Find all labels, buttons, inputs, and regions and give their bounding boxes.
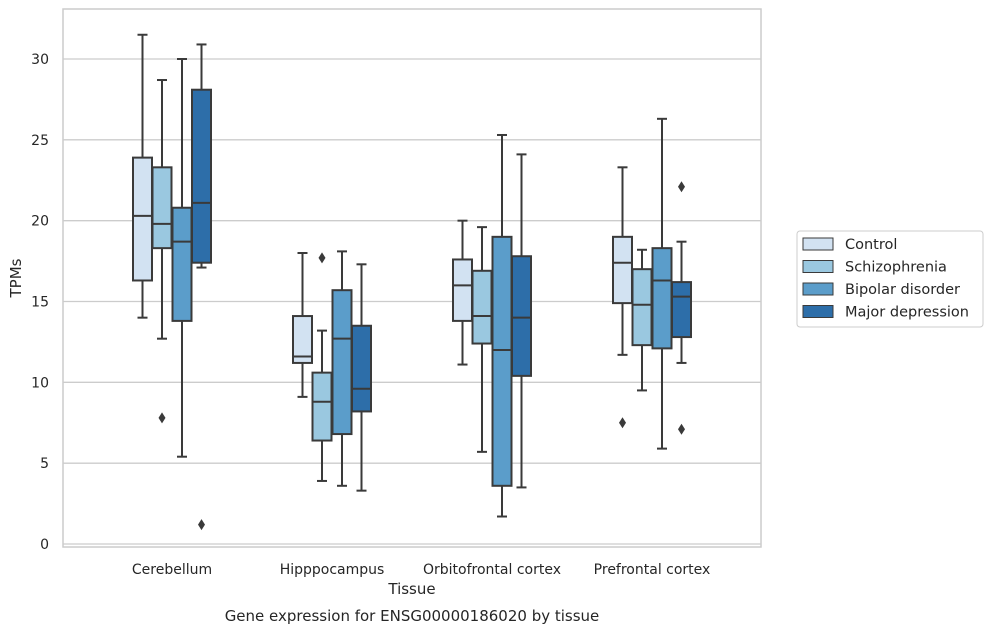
legend-label: Major depression [845,305,969,321]
box-2-1 [471,226,493,453]
box-0-1 [151,79,173,424]
legend-label: Bipolar disorder [845,282,960,298]
box-body [511,255,532,377]
x-tick-label: Cerebellum [132,562,212,578]
box-body [631,268,653,347]
legend-swatch [802,260,834,273]
box-body [612,235,633,305]
y-tick-label: 0 [40,537,49,553]
legend-swatch [802,237,834,251]
box-body [351,324,372,413]
outlier-point [678,181,685,193]
box-3-2 [651,117,673,450]
box-0-3 [191,43,212,531]
box-1-0 [292,252,313,398]
x-tick-label: Hipppocampus [280,562,385,578]
x-axis-label: Tissue [387,580,435,598]
box-3-1 [631,248,653,392]
box-1-1 [311,252,333,482]
y-tick-labels: 0 5 10 15 20 25 30 [31,52,49,553]
box-body [471,269,493,345]
box-plots [132,33,692,531]
box-body [292,315,313,364]
legend: Control Schizophrenia Bipolar disorder Majo… [796,230,984,328]
x-tick-label: Orbitofrontal cortex [423,562,561,578]
box-body [671,281,692,339]
box-2-3 [511,153,532,489]
outlier-point [318,252,326,264]
box-body [151,166,173,250]
box-2-2 [491,133,513,518]
box-body [452,258,473,322]
box-3-0 [612,166,633,429]
box-body [191,88,212,264]
legend-swatch [802,305,834,318]
box-body [171,206,193,322]
y-tick-label: 25 [31,133,49,149]
box-body [331,289,353,436]
x-tick-label: Prefrontal cortex [594,562,711,578]
outlier-point [198,519,205,531]
y-axis-label: TPMs [7,258,25,298]
figure-caption: Gene expression for ENSG00000186020 by t… [225,607,600,625]
box-body [491,235,513,487]
legend-label: Control [845,237,897,253]
y-tick-label: 10 [31,375,49,391]
box-body [311,371,333,442]
y-tick-label: 5 [40,456,49,472]
outlier-point [678,423,685,435]
legend-swatch [802,282,834,296]
box-3-3 [671,181,692,435]
x-tick-labels: Cerebellum Hipppocampus Orbitofrontal cort… [132,562,710,578]
y-tick-label: 15 [31,295,49,311]
box-0-2 [171,58,193,458]
outlier-point [619,417,626,429]
box-1-3 [351,263,372,492]
box-body [132,156,153,282]
legend-label: Schizophrenia [845,260,947,276]
y-tick-label: 20 [31,214,49,230]
box-body [651,247,673,350]
y-tick-label: 30 [31,52,49,68]
outlier-point [158,412,166,424]
legend-frame [796,230,984,328]
